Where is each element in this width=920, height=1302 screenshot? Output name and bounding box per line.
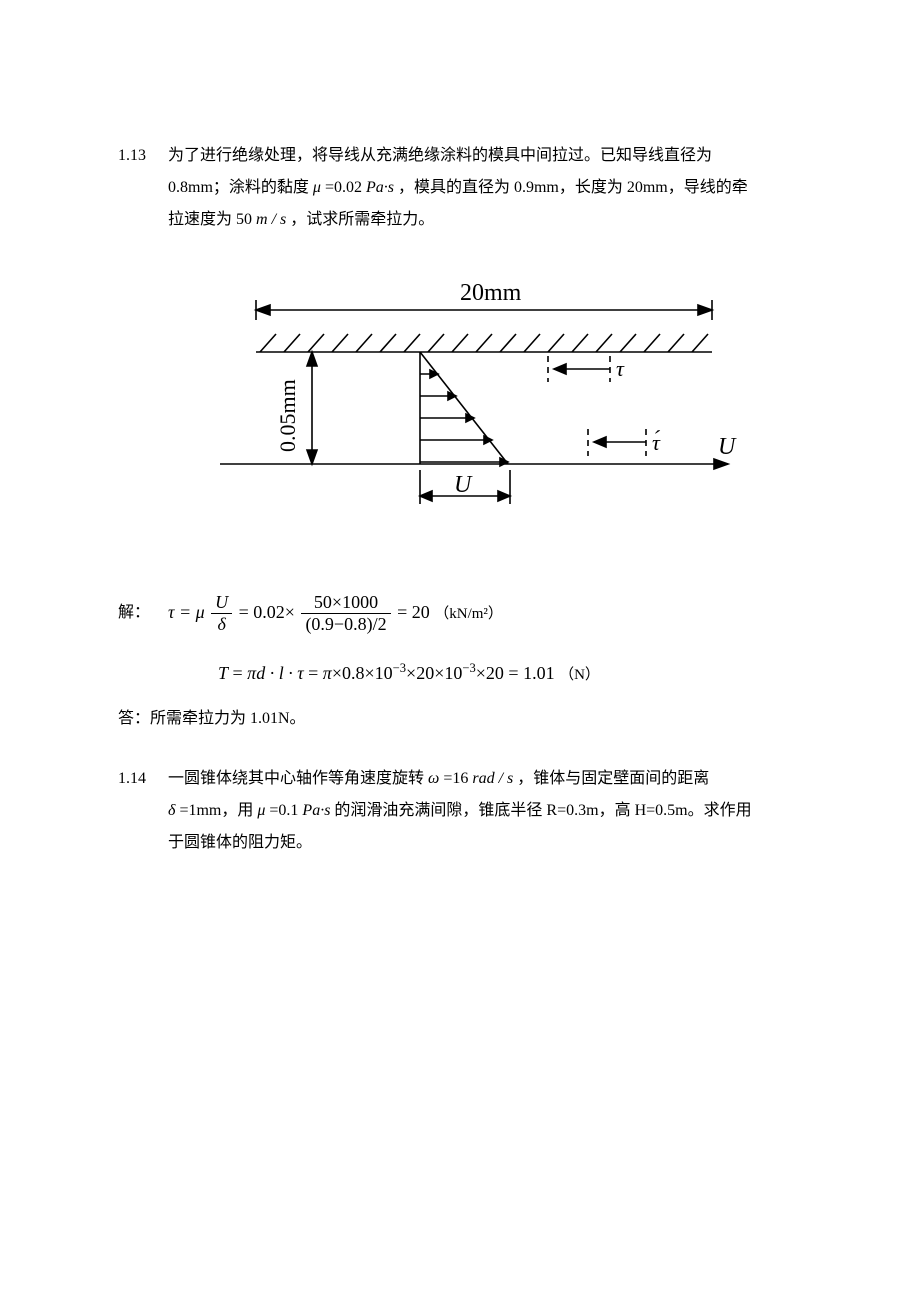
diagram-svg: 20mm 0.05mm U U τ τ́ (180, 274, 740, 534)
text: =16 (443, 770, 468, 787)
unit-ms: m / s (256, 211, 286, 228)
text: 为了进行绝缘处理，将导线从充满绝缘涂料的模具中间拉过。已知导线直径为 (168, 147, 712, 164)
figure-1-13: 20mm 0.05mm U U τ τ́ (118, 274, 802, 539)
unit-pas: Pa·s (366, 179, 394, 196)
label-tau: τ (616, 356, 625, 381)
equation-tau: τ = μ Uδ = 0.02× 50×1000(0.9−0.8)/2 = 20… (168, 591, 503, 636)
answer-1-13: 答：所需牵拉力为 1.01N。 (118, 703, 802, 735)
label-tau-prime: τ́ (652, 430, 661, 455)
equation-t: T = πd · l · τ = π×0.8×10−3×20×10−3×20 =… (218, 652, 600, 695)
problem-number: 1.13 (118, 140, 168, 236)
delta-symbol: δ (168, 802, 175, 819)
omega-symbol: ω (428, 770, 439, 787)
label-gap: 0.05mm (275, 379, 300, 452)
text: 拉速度为 50 (168, 211, 252, 228)
text: ，模具的直径为 0.9mm，长度为 20mm，导线的牵 (398, 179, 748, 196)
text: =0.1 (269, 802, 298, 819)
unit-pas: Pa·s (302, 802, 330, 819)
text: =1mm，用 (179, 802, 253, 819)
problem-body: 一圆锥体绕其中心轴作等角速度旋转 ω =16 rad / s ，锥体与固定壁面间… (168, 763, 802, 859)
solution-1-13: 解： τ = μ Uδ = 0.02× 50×1000(0.9−0.8)/2 =… (118, 591, 802, 695)
page: 1.13 为了进行绝缘处理，将导线从充满绝缘涂料的模具中间拉过。已知导线直径为 … (0, 0, 920, 1302)
mu-symbol: μ (313, 179, 321, 196)
unit-rads: rad / s (472, 770, 513, 787)
label-u-center: U (454, 472, 473, 498)
mu-value: =0.02 (325, 179, 362, 196)
eq-row-2: T = πd · l · τ = π×0.8×10−3×20×10−3×20 =… (118, 652, 802, 695)
problem-1-13: 1.13 为了进行绝缘处理，将导线从充满绝缘涂料的模具中间拉过。已知导线直径为 … (118, 140, 802, 236)
text: ，锥体与固定壁面间的距离 (517, 770, 709, 787)
text: 于圆锥体的阻力矩。 (168, 834, 312, 851)
text: 一圆锥体绕其中心轴作等角速度旋转 (168, 770, 424, 787)
label-20mm: 20mm (460, 280, 522, 306)
problem-body: 为了进行绝缘处理，将导线从充满绝缘涂料的模具中间拉过。已知导线直径为 0.8mm… (168, 140, 802, 236)
text: 的润滑油充满间隙，锥底半径 R=0.3m，高 H=0.5m。求作用 (334, 802, 751, 819)
problem-number: 1.14 (118, 763, 168, 859)
text: 0.8mm；涂料的黏度 (168, 179, 309, 196)
text: ，试求所需牵拉力。 (290, 211, 434, 228)
mu-symbol: μ (257, 802, 265, 819)
problem-1-14: 1.14 一圆锥体绕其中心轴作等角速度旋转 ω =16 rad / s ，锥体与… (118, 763, 802, 859)
label-u-right: U (718, 434, 737, 460)
eq-row-1: 解： τ = μ Uδ = 0.02× 50×1000(0.9−0.8)/2 =… (118, 591, 802, 636)
solution-label: 解： (118, 594, 168, 632)
